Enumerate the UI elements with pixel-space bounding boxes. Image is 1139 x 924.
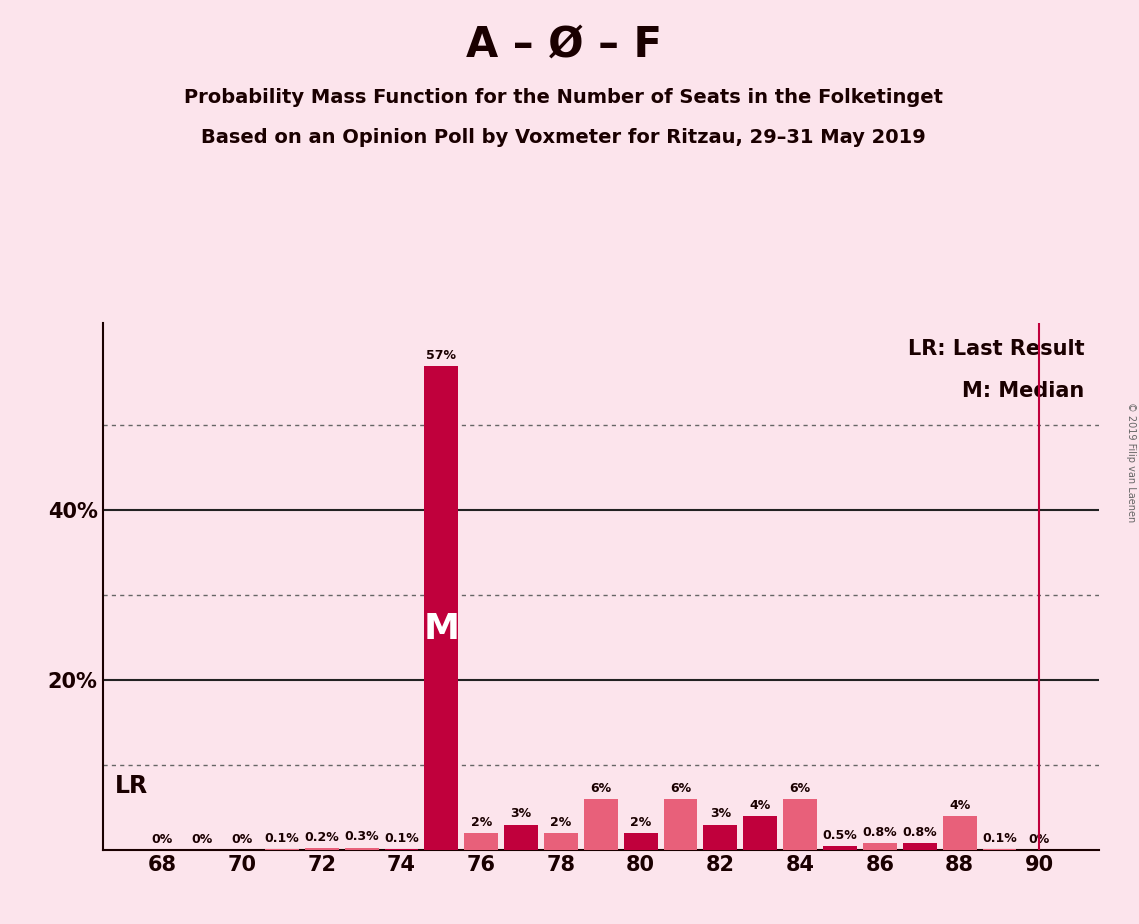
Bar xyxy=(505,824,538,850)
Text: 2%: 2% xyxy=(550,816,572,829)
Bar xyxy=(784,799,817,850)
Text: 6%: 6% xyxy=(670,782,691,795)
Bar xyxy=(823,845,857,850)
Text: 0.5%: 0.5% xyxy=(822,829,858,842)
Bar xyxy=(943,816,976,850)
Text: 4%: 4% xyxy=(949,799,970,812)
Text: LR: Last Result: LR: Last Result xyxy=(908,339,1084,359)
Text: LR: LR xyxy=(115,774,148,798)
Bar xyxy=(425,366,458,850)
Text: 2%: 2% xyxy=(470,816,492,829)
Text: 3%: 3% xyxy=(510,808,532,821)
Text: 0.1%: 0.1% xyxy=(384,832,419,845)
Text: 0%: 0% xyxy=(151,833,173,845)
Bar xyxy=(624,833,657,850)
Bar xyxy=(744,816,777,850)
Text: 2%: 2% xyxy=(630,816,652,829)
Text: 4%: 4% xyxy=(749,799,771,812)
Text: 57%: 57% xyxy=(426,348,457,361)
Text: 3%: 3% xyxy=(710,808,731,821)
Text: 0.1%: 0.1% xyxy=(982,832,1017,845)
Bar xyxy=(544,833,577,850)
Text: 0%: 0% xyxy=(231,833,253,845)
Bar xyxy=(584,799,617,850)
Bar xyxy=(903,844,936,850)
Bar xyxy=(345,847,378,850)
Bar xyxy=(465,833,498,850)
Text: 0.2%: 0.2% xyxy=(304,831,339,845)
Bar xyxy=(863,844,896,850)
Bar xyxy=(664,799,697,850)
Bar xyxy=(704,824,737,850)
Text: 0%: 0% xyxy=(1029,833,1050,845)
Text: 0.8%: 0.8% xyxy=(902,826,937,839)
Text: M: Median: M: Median xyxy=(962,382,1084,401)
Text: 6%: 6% xyxy=(590,782,612,795)
Text: Based on an Opinion Poll by Voxmeter for Ritzau, 29–31 May 2019: Based on an Opinion Poll by Voxmeter for… xyxy=(202,128,926,147)
Text: 0.3%: 0.3% xyxy=(344,831,379,844)
Text: 0%: 0% xyxy=(191,833,213,845)
Text: 6%: 6% xyxy=(789,782,811,795)
Text: 0.1%: 0.1% xyxy=(264,832,300,845)
Text: 0.8%: 0.8% xyxy=(862,826,898,839)
Text: M: M xyxy=(424,613,459,646)
Text: Probability Mass Function for the Number of Seats in the Folketinget: Probability Mass Function for the Number… xyxy=(185,88,943,107)
Text: © 2019 Filip van Laenen: © 2019 Filip van Laenen xyxy=(1126,402,1136,522)
Bar xyxy=(305,848,338,850)
Text: A – Ø – F: A – Ø – F xyxy=(466,23,662,65)
